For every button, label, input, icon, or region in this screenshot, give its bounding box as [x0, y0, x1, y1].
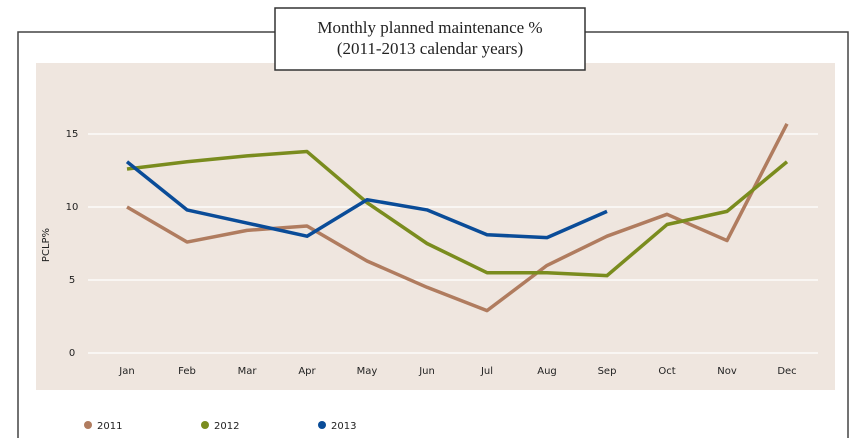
plot-area [36, 63, 835, 390]
title-box [274, 7, 586, 71]
x-tick-label: Dec [777, 366, 796, 377]
series-line [125, 160, 608, 240]
x-tick-label: Jan [118, 366, 134, 377]
y-axis-label: PCLP% [41, 228, 52, 262]
legend-label: 2011 [97, 421, 122, 432]
x-tick-label: Sep [598, 366, 617, 377]
x-tick-label: Feb [178, 366, 196, 377]
x-tick-label: Jun [418, 366, 435, 377]
series-line [126, 122, 789, 313]
x-tick-label: Nov [717, 366, 737, 377]
x-tick-label: Mar [238, 366, 258, 377]
x-tick-label: May [357, 366, 378, 377]
legend-marker [318, 421, 326, 429]
y-tick-label: 15 [66, 129, 79, 140]
y-tick-label: 0 [69, 348, 75, 359]
x-tick-label: Jul [480, 366, 493, 377]
legend-label: 2012 [214, 421, 239, 432]
y-tick-label: 10 [66, 202, 79, 213]
chart-title: Monthly planned maintenance % [317, 18, 542, 37]
legend-marker [84, 421, 92, 429]
chart-subtitle: (2011-2013 calendar years) [337, 39, 523, 58]
x-tick-label: Oct [658, 366, 675, 377]
x-tick-label: Apr [298, 366, 316, 377]
series-line [126, 149, 789, 278]
legend-label: 2013 [331, 421, 356, 432]
y-tick-label: 5 [69, 275, 75, 286]
legend-marker [201, 421, 209, 429]
x-tick-label: Aug [537, 366, 557, 377]
